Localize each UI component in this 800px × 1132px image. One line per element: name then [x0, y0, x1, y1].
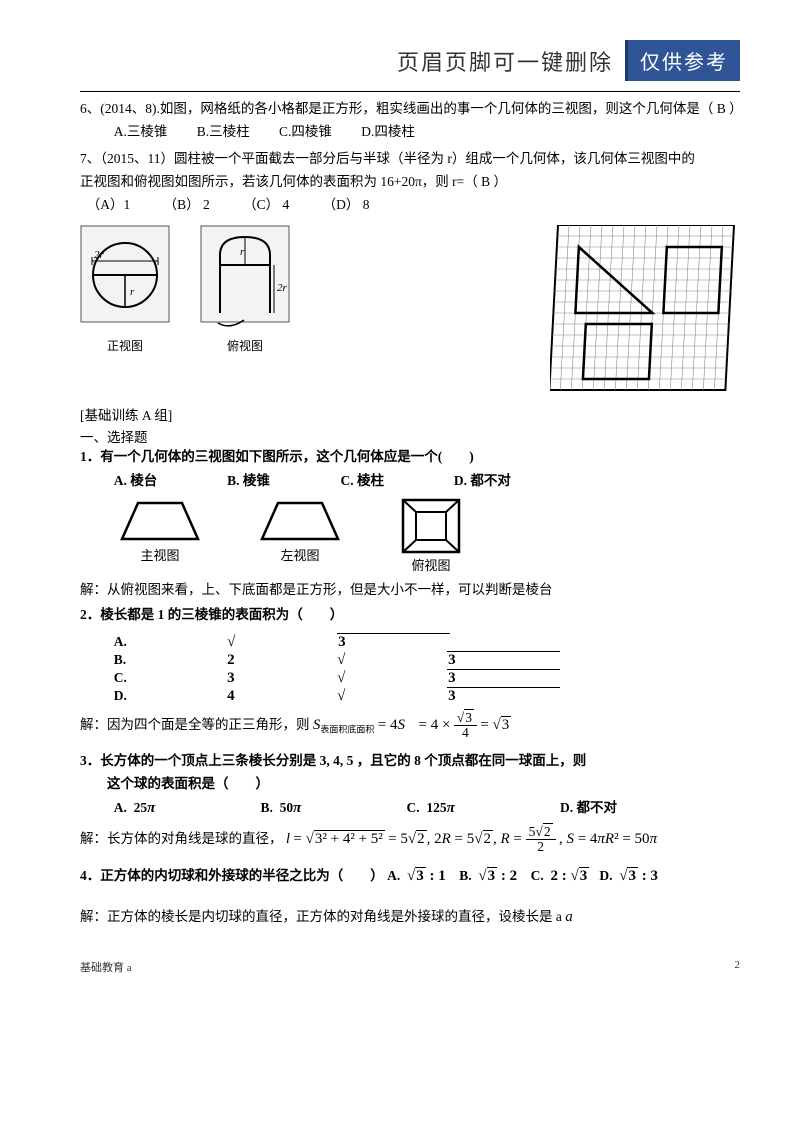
p2-opt-b: B. 2√3	[114, 651, 560, 669]
q7-opt-a: （A）1	[87, 197, 131, 212]
p2-s-sub: 表面积底面积	[320, 724, 374, 734]
p2-opt-c: C. 3√3	[114, 669, 560, 687]
q6-options: A.三棱锥 B.三棱柱 C.四棱锥 D.四棱柱	[80, 121, 740, 144]
q7-opt-d: （D） 8	[323, 197, 370, 212]
p3-opt-b: B. 50π	[261, 800, 404, 817]
q7-figures: 2r r 正视图 r 2r 俯视图	[80, 225, 740, 400]
header-rule	[80, 91, 740, 92]
p1-view-top: 俯视图	[400, 497, 462, 574]
grid-svg	[550, 225, 740, 400]
front-view-svg: 2r r	[80, 225, 170, 335]
p1-opt-a: A. 棱台	[114, 469, 224, 489]
p3-opt-a: A. 25π	[114, 800, 257, 817]
p2-sol-pre: 解：因为四个面是全等的正三角形，则	[80, 717, 313, 732]
front-view-label: 正视图	[80, 337, 170, 354]
p3-opt-d: D. 都不对	[560, 796, 670, 816]
front-view-figure: 2r r 正视图	[80, 225, 170, 354]
q6-opt-c: C.四棱锥	[279, 124, 332, 139]
grid-figure	[550, 225, 740, 400]
p2-opt-d: D. 4√3	[114, 687, 560, 705]
group-a-title: [基础训练 A 组]	[80, 404, 740, 424]
p2-options: A. √3 B. 2√3 C. 3√3 D. 4√3	[80, 627, 740, 711]
top-view-figure: r 2r 俯视图	[200, 225, 290, 354]
footer-left: 基础教育 a	[80, 959, 132, 975]
q7-line1: 7、（2015、11）圆柱被一个平面截去一部分后与半球（半径为 r）组成一个几何…	[80, 148, 740, 171]
q7-opt-b: （B） 2	[164, 197, 210, 212]
q6-opt-a: A.三棱锥	[114, 124, 168, 139]
p4-sol-text: 解：正方体的棱长是内切球的直径，正方体的对角线是外接球的直径，设棱长是 a	[80, 909, 562, 924]
p1-opt-b: B. 棱锥	[227, 469, 337, 489]
p3-opt-c: C. 125π	[407, 800, 557, 817]
q7-opt-c: （C） 4	[243, 197, 289, 212]
p4-row: 4．正方体的内切球和外接球的半径之比为（ ） A. √3 : 1 B. √3 :…	[80, 864, 740, 890]
p2-stem: 2．棱长都是 1 的三棱锥的表面积为（ ）	[80, 604, 740, 627]
svg-text:2r: 2r	[277, 282, 288, 294]
p1-view-left: 左视图	[260, 497, 340, 574]
top-view-label: 俯视图	[200, 337, 290, 354]
q6-stem: 6、(2014、8).如图，网格纸的各小格都是正方形，粗实线画出的事一个几何体的…	[80, 98, 740, 121]
top-view-svg: r 2r	[200, 225, 290, 335]
p4-solution: 解：正方体的棱长是内切球的直径，正方体的对角线是外接球的直径，设棱长是 a a	[80, 904, 740, 931]
p1-opt-d: D. 都不对	[454, 469, 564, 489]
page-header: 页眉页脚可一键删除 仅供参考	[80, 40, 740, 81]
p4-stem: 4．正方体的内切球和外接球的半径之比为（ ）	[80, 868, 384, 883]
header-text: 页眉页脚可一键删除	[397, 45, 613, 77]
p1-v1-label: 主视图	[120, 545, 200, 564]
q6-opt-d: D.四棱柱	[361, 124, 415, 139]
p1-views: 主视图 左视图 俯视图	[80, 497, 740, 574]
p3-solution: 解：长方体的对角线是球的直径， l = √3² + 4² + 5² = 5√2,…	[80, 825, 740, 854]
p2-solution: 解：因为四个面是全等的正三角形，则 S表面积底面积 = 4S = 4 × √34…	[80, 711, 740, 740]
p1-stem: 1．有一个几何体的三视图如下图所示，这个几何体应是一个( )	[80, 446, 740, 469]
q7-line2: 正视图和俯视图如图所示，若该几何体的表面积为 16+20π，则 r=（ B ）	[80, 171, 740, 194]
p1-view-front: 主视图	[120, 497, 200, 574]
p1-options: A. 棱台 B. 棱锥 C. 棱柱 D. 都不对	[80, 469, 740, 489]
p1-solution: 解：从俯视图来看，上、下底面都是正方形，但是大小不一样，可以判断是棱台	[80, 578, 740, 602]
p2-opt-a: A. √3	[114, 633, 450, 651]
p3-options: A. 25π B. 50π C. 125π D. 都不对	[80, 796, 740, 817]
q7-options: （A）1 （B） 2 （C） 4 （D） 8	[80, 194, 740, 217]
svg-text:2r: 2r	[94, 249, 105, 261]
p3-stem2: 这个球的表面积是（ ）	[80, 773, 740, 796]
group-a-sub: 一、选择题	[80, 426, 740, 446]
p3-stem: 3．长方体的一个顶点上三条棱长分别是 3, 4, 5 ，且它的 8 个顶点都在同…	[80, 750, 740, 773]
header-badge: 仅供参考	[625, 40, 740, 81]
q6-opt-b: B.三棱柱	[197, 124, 250, 139]
svg-text:r: r	[240, 246, 245, 258]
p1-opt-c: C. 棱柱	[341, 469, 451, 489]
page-footer: 基础教育 a 2	[80, 959, 740, 975]
svg-text:r: r	[130, 286, 135, 298]
p3-sol-pre: 解：长方体的对角线是球的直径，	[80, 831, 283, 846]
p1-v2-label: 左视图	[260, 545, 340, 564]
footer-page: 2	[735, 959, 741, 975]
p1-v3-label: 俯视图	[400, 555, 462, 574]
